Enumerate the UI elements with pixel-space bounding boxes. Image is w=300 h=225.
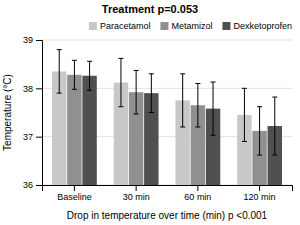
tick-label: 30 min — [123, 192, 150, 202]
x-axis: Baseline 30 min 60 min 120 min — [43, 185, 293, 202]
marks — [52, 50, 282, 185]
axis-line — [36, 41, 43, 186]
legend-swatch — [222, 22, 230, 30]
error-bar — [180, 74, 185, 127]
axis-line — [43, 186, 293, 192]
bar — [67, 75, 81, 185]
tick-label: 120 min — [244, 192, 276, 202]
error-bar — [211, 82, 216, 135]
tick: 39 — [23, 35, 42, 45]
tick-mark — [74, 185, 75, 191]
tick-mark — [136, 185, 137, 191]
tick: Baseline — [57, 185, 92, 202]
error-bar — [134, 70, 139, 114]
error-bar — [118, 58, 123, 106]
series — [52, 50, 252, 185]
error-bar — [272, 97, 277, 155]
tick-mark — [197, 185, 198, 191]
legend-label: Paracetamol — [100, 21, 151, 31]
error-bar — [57, 50, 62, 94]
tick: 38 — [23, 84, 42, 94]
plot: 36 37 38 39 Baseline 30 min 60 min 120 min — [23, 35, 293, 202]
title: Treatment p=0.053 — [102, 3, 198, 15]
legend: Paracetamol Metamizol Dexketoprofen — [89, 21, 292, 31]
tick-label: 38 — [23, 84, 33, 94]
grid-line — [42, 40, 292, 41]
error-bar — [195, 84, 200, 128]
error-bar — [72, 60, 77, 89]
tick: 120 min — [244, 185, 276, 202]
y-axis-title: Temperature (°C) — [2, 74, 13, 151]
legend-swatch — [89, 22, 97, 30]
tick-mark — [259, 185, 260, 191]
tick-label: 36 — [23, 180, 33, 190]
tick: 60 min — [184, 185, 211, 202]
legend-item: Paracetamol — [89, 21, 151, 31]
series — [67, 60, 267, 185]
legend-swatch — [160, 22, 168, 30]
x-axis-title: Drop in temperature over time (min) p <0… — [67, 210, 268, 221]
tick-mark — [36, 40, 42, 41]
tick-label: 37 — [23, 132, 33, 142]
tick-label: Baseline — [57, 192, 92, 202]
legend-label: Metamizol — [171, 21, 212, 31]
tick: 37 — [23, 132, 42, 142]
tick-mark — [36, 185, 42, 186]
grid — [42, 40, 292, 185]
tick-label: 39 — [23, 35, 33, 45]
tick: 36 — [23, 180, 42, 190]
legend-label: Dexketoprofen — [233, 21, 292, 31]
y-axis: 36 37 38 39 — [23, 35, 43, 190]
tick-mark — [36, 137, 42, 138]
chart: Treatment p=0.053 36 37 38 39 Baseline 30 min 6… — [0, 0, 300, 225]
tick: 30 min — [123, 185, 150, 202]
series — [82, 61, 282, 185]
tick-mark — [36, 88, 42, 89]
error-bar — [149, 74, 154, 113]
legend-item: Dexketoprofen — [222, 21, 292, 31]
tick-label: 60 min — [184, 192, 211, 202]
error-bar — [87, 61, 92, 90]
error-bar — [242, 88, 247, 141]
legend-item: Metamizol — [160, 21, 212, 31]
error-bar — [257, 107, 262, 155]
bar — [82, 76, 96, 185]
